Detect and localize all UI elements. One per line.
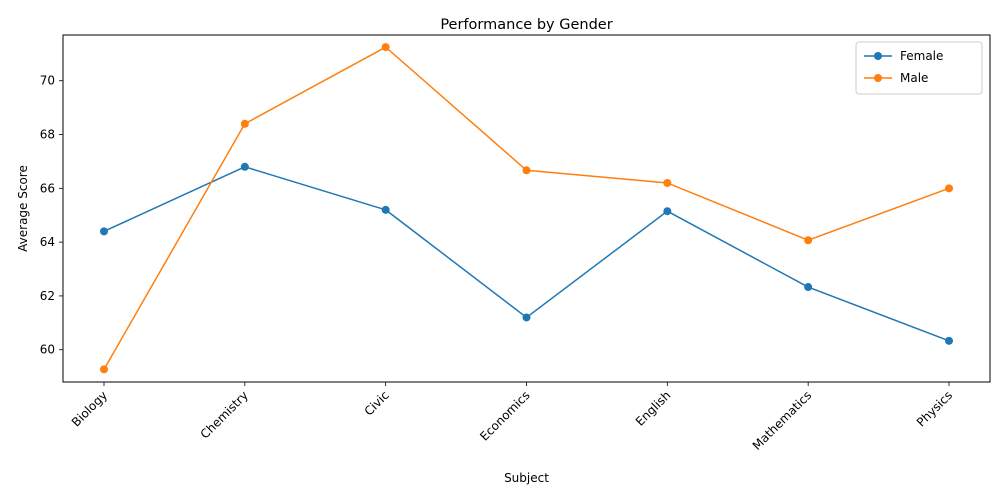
y-axis-ticks: 60 62 64 66 68 70 [40, 74, 63, 357]
x-tick-label: Mathematics [750, 388, 815, 453]
plot-area [62, 34, 991, 383]
legend-marker-female [874, 52, 882, 60]
data-point-male [804, 236, 813, 245]
x-tick-label: Chemistry [198, 388, 251, 441]
data-point-female [240, 162, 249, 171]
x-tick-label: Economics [477, 388, 532, 443]
data-point-male [945, 184, 953, 193]
data-point-female [100, 227, 108, 236]
y-tick-label: 66 [40, 181, 55, 195]
data-point-female [522, 313, 531, 322]
chart-title: Performance by Gender [440, 17, 612, 33]
y-tick-label: 70 [40, 74, 55, 88]
x-axis-ticks: Biology Chemistry Civic Economics English Mat… [69, 382, 955, 453]
legend-box [855, 41, 983, 95]
legend-marker-male [874, 74, 882, 82]
data-point-male [381, 43, 390, 52]
data-point-male [240, 119, 249, 128]
data-point-male [100, 365, 108, 374]
y-tick-label: 60 [40, 343, 55, 357]
x-tick-label: English [633, 388, 674, 429]
y-tick-label: 68 [40, 128, 55, 142]
series-lines [100, 43, 953, 374]
data-point-male [522, 166, 531, 175]
legend: Female Male [855, 41, 983, 95]
y-axis-label: Average Score [16, 165, 30, 252]
x-tick-label: Biology [69, 388, 110, 429]
legend-label-female: Female [900, 49, 943, 63]
x-tick-label: Civic [362, 388, 392, 418]
x-tick-label: Physics [914, 388, 955, 429]
legend-label-male: Male [900, 71, 928, 85]
data-point-female [663, 207, 672, 216]
data-point-female [945, 336, 953, 345]
y-tick-label: 62 [40, 289, 55, 303]
x-axis-label: Subject [504, 471, 549, 485]
data-point-female [804, 283, 813, 292]
y-tick-label: 64 [40, 235, 55, 249]
data-point-female [381, 205, 390, 214]
data-point-male [663, 178, 672, 187]
